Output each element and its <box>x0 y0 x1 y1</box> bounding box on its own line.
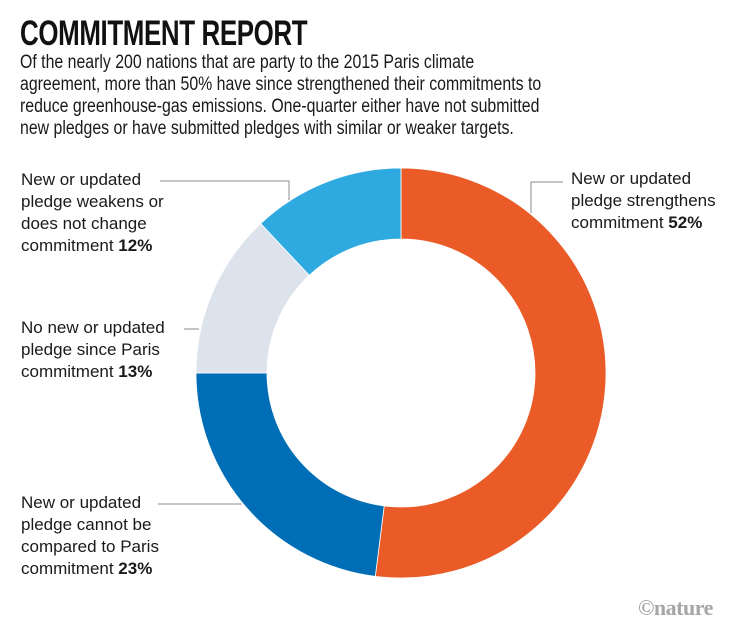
leader-line-strengthens <box>530 181 563 213</box>
label-text: commitment <box>21 362 119 381</box>
label-line: commitment 52% <box>571 212 716 234</box>
nature-credit-logo: ©nature <box>638 595 713 620</box>
label-weakens: New or updated pledge weakens or does no… <box>21 169 164 257</box>
label-text: commitment <box>21 236 119 255</box>
label-line: pledge strengthens <box>571 191 716 210</box>
label-cannot-compare: New or updated pledge cannot be compared… <box>21 492 159 580</box>
label-line: New or updated <box>21 170 142 189</box>
value-label: 23% <box>118 559 153 578</box>
label-line: commitment 12% <box>21 235 164 257</box>
value-label: 52% <box>668 213 703 232</box>
label-text: commitment <box>571 213 669 232</box>
leader-line-weakens <box>160 180 290 200</box>
value-label: 12% <box>118 236 153 255</box>
donut-slice-weakens <box>260 167 402 276</box>
label-line: pledge weakens or <box>21 192 164 211</box>
label-line: New or updated <box>571 169 692 188</box>
value-label: 13% <box>118 362 153 381</box>
label-strengthens: New or updated pledge strengthens commit… <box>571 168 716 234</box>
donut-slice-strengthens <box>374 167 607 579</box>
label-line: commitment 13% <box>21 361 165 383</box>
chart-title: COMMITMENT REPORT <box>20 14 308 53</box>
label-line: New or updated <box>21 493 142 512</box>
label-line: commitment 23% <box>21 558 159 580</box>
subtitle-line: Of the nearly 200 nations that are party… <box>20 52 475 73</box>
label-line: does not change <box>21 214 147 233</box>
subtitle-line: reduce greenhouse-gas emissions. One-qua… <box>20 96 540 117</box>
subtitle-line: new pledges or have submitted pledges wi… <box>20 118 514 139</box>
label-line: compared to Paris <box>21 537 159 556</box>
subtitle-line: agreement, more than 50% have since stre… <box>20 74 542 95</box>
donut-slices <box>195 167 607 579</box>
label-line: No new or updated <box>21 318 165 337</box>
donut-slice-cannot-compare <box>195 372 385 577</box>
label-text: commitment <box>21 559 119 578</box>
label-line: pledge cannot be <box>21 515 152 534</box>
leader-lines <box>158 180 563 505</box>
label-line: pledge since Paris <box>21 340 160 359</box>
label-no-new-pledge: No new or updated pledge since Paris com… <box>21 317 165 383</box>
chart-subtitle: Of the nearly 200 nations that are party… <box>20 52 713 140</box>
